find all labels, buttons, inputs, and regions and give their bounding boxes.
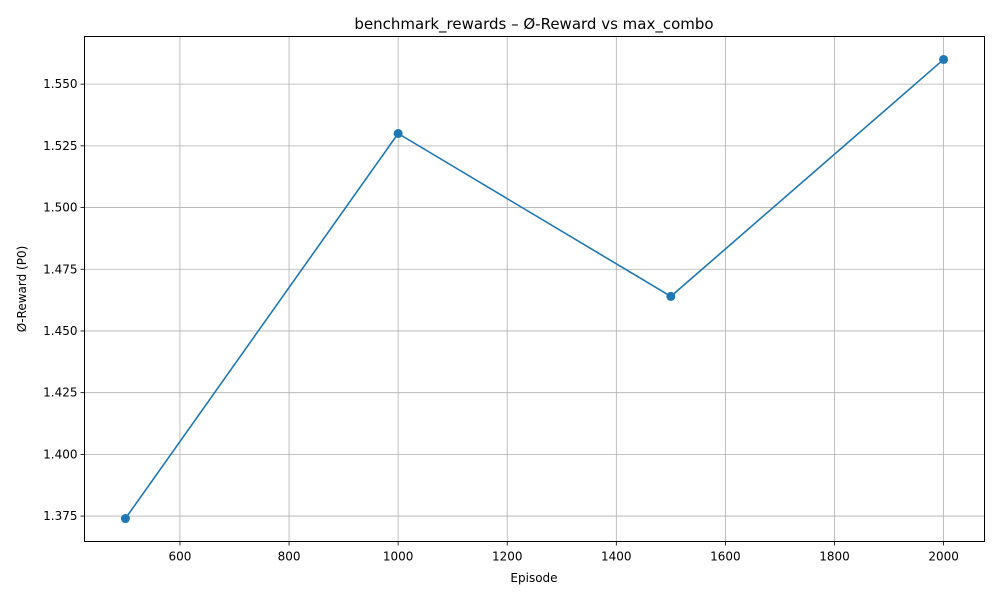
data-series	[120, 54, 949, 524]
y-tick-label: 1.475	[43, 262, 77, 276]
grid	[84, 36, 985, 542]
axis-ticks: 600 800 1000 1200 1400 1600 1800 2000 1.375 1.400…	[43, 77, 959, 563]
y-tick-label: 1.400	[43, 447, 77, 461]
data-point	[120, 514, 130, 524]
y-tick-label: 1.425	[43, 386, 77, 400]
x-tick-label: 1800	[819, 550, 850, 564]
x-tick-label: 1200	[492, 550, 523, 564]
y-tick-label: 1.525	[43, 139, 77, 153]
y-tick-label: 1.500	[43, 201, 77, 215]
y-tick-label: 1.375	[43, 509, 77, 523]
x-tick-label: 600	[169, 550, 192, 564]
plot-area-frame	[84, 36, 985, 542]
data-point	[939, 54, 949, 64]
y-axis-title: Ø-Reward (P0)	[15, 246, 29, 333]
y-tick-label: 1.450	[43, 324, 77, 338]
data-point	[666, 291, 676, 301]
chart-title: benchmark_rewards – Ø-Reward vs max_comb…	[354, 15, 713, 34]
series-line	[124, 58, 945, 520]
x-tick-label: 1600	[710, 550, 741, 564]
x-axis-title: Episode	[510, 571, 557, 585]
y-tick-label: 1.550	[43, 77, 77, 91]
x-tick-label: 1000	[383, 550, 414, 564]
x-tick-label: 1400	[601, 550, 632, 564]
x-tick-label: 800	[278, 550, 301, 564]
x-tick-label: 2000	[928, 550, 959, 564]
data-point	[393, 129, 403, 139]
